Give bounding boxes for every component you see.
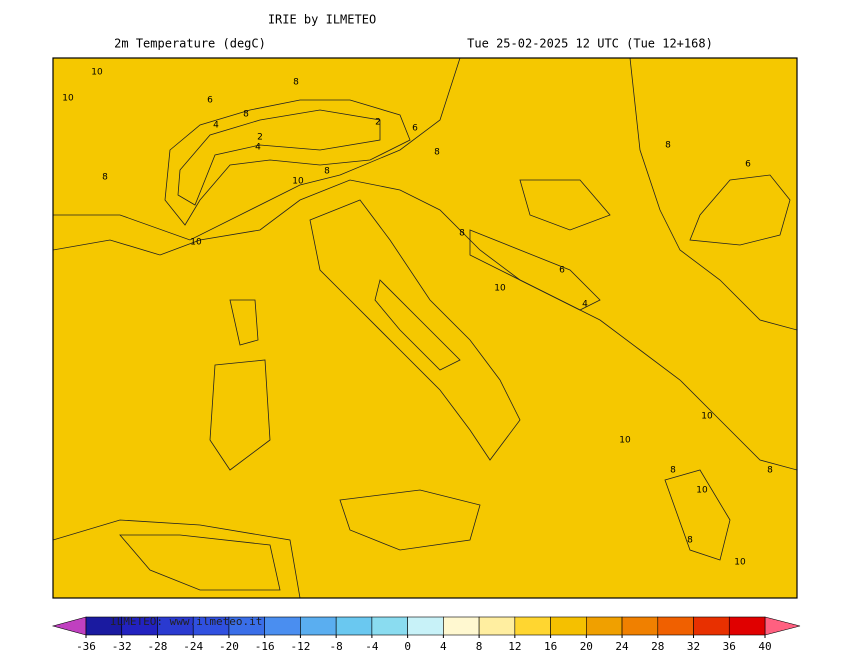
contour-label: 2 — [257, 133, 263, 143]
colorbar-tick-label: 36 — [723, 640, 736, 653]
greece-cool — [664, 469, 731, 561]
contour-label: 10 — [62, 94, 74, 104]
colorbar-tick-label: 4 — [440, 640, 447, 653]
contour-label: 6 — [412, 124, 418, 134]
contour-label: 8 — [434, 148, 440, 158]
colorbar-tick-label: 32 — [687, 640, 700, 653]
contour-label: 10 — [696, 486, 708, 496]
alps-colder — [177, 109, 381, 206]
corsica — [229, 299, 259, 346]
colorbar-segment — [621, 616, 659, 636]
colorbar-segment — [443, 616, 480, 636]
colorbar-tick-label: 24 — [615, 640, 629, 653]
colorbar-over — [764, 616, 801, 636]
contour-label: 10 — [494, 284, 506, 294]
land-north — [53, 58, 797, 471]
colorbar-tick-label: -32 — [112, 640, 132, 653]
contour-label: 10 — [190, 238, 202, 248]
colorbar-tick-label: 8 — [476, 640, 483, 653]
sea — [53, 58, 797, 598]
contour-label: 10 — [91, 68, 103, 78]
colorbar-tick-label: 28 — [651, 640, 664, 653]
colorbar-segment — [514, 616, 551, 636]
contour-label: 8 — [243, 110, 249, 120]
colorbar-segment — [478, 616, 516, 636]
colorbar-tick-label: -20 — [219, 640, 239, 653]
valid-time: Tue 25-02-2025 12 UTC (Tue 12+168) — [467, 37, 713, 51]
pannonia-warm — [519, 179, 611, 231]
colorbar-segment — [407, 616, 444, 636]
sicily — [339, 489, 481, 551]
colorbar-segment — [728, 616, 766, 636]
contour-label: 6 — [559, 266, 565, 276]
alps-cold — [164, 99, 411, 226]
colorbar-segment — [300, 616, 337, 636]
contour-label: 8 — [102, 173, 108, 183]
contour-label: 4 — [255, 143, 261, 153]
colorbar-segment — [550, 616, 587, 636]
colorbar-tick-label: -24 — [183, 640, 203, 653]
colorbar-segment — [657, 616, 694, 636]
contour-label: 10 — [619, 436, 631, 446]
contour-label: 8 — [459, 229, 465, 239]
colorbar-tick-label: -8 — [330, 640, 343, 653]
map-frame — [52, 57, 798, 599]
sardinia — [209, 359, 271, 471]
colorbar-tick-label: -12 — [290, 640, 310, 653]
north-africa — [53, 519, 301, 598]
colorbar-tick-label: -16 — [255, 640, 275, 653]
contour-label: 8 — [767, 466, 773, 476]
contour-label: 8 — [293, 78, 299, 88]
colorbar-tick-label: 0 — [404, 640, 411, 653]
dinaric-cold — [469, 229, 601, 311]
italy — [309, 199, 521, 461]
contour-label: 2 — [375, 118, 381, 128]
colorbar-segment — [335, 616, 373, 636]
contour-label: 4 — [213, 121, 219, 131]
colorbar-tick-label: 20 — [580, 640, 593, 653]
balkan-cool — [629, 58, 797, 331]
contour-label: 8 — [687, 536, 693, 546]
contour-label: 6 — [745, 160, 751, 170]
colorbar-segment — [586, 616, 623, 636]
contour-label: 10 — [734, 558, 746, 568]
colorbar-segment — [371, 616, 408, 636]
africa-warm — [119, 534, 281, 591]
colorbar-tick-label: -36 — [76, 640, 96, 653]
colorbar-under — [51, 616, 87, 636]
contour-label: 10 — [701, 412, 713, 422]
contour-label: 8 — [670, 466, 676, 476]
colorbar-tick-label: -28 — [148, 640, 168, 653]
cool-region — [53, 58, 461, 241]
colorbar: -36 -32 -28 -24 -20 -16 -12 -8 -4 0 4 8 12 16 20 24 28 32… — [51, 616, 801, 653]
contour-label: 4 — [582, 300, 588, 310]
contour-label: 10 — [292, 177, 304, 187]
contour-label: 6 — [207, 96, 213, 106]
watermark: ILMETEO: www.ilmeteo.it — [110, 615, 262, 628]
variable-label: 2m Temperature (degC) — [114, 37, 266, 51]
title: IRIE by ILMETEO — [268, 13, 376, 27]
contour-label: 8 — [665, 141, 671, 151]
colorbar-tick-label: -4 — [365, 640, 379, 653]
colorbar-tick-label: 16 — [544, 640, 557, 653]
contour-label: 8 — [324, 167, 330, 177]
colorbar-segment — [264, 616, 301, 636]
balkan-cold — [689, 174, 791, 246]
colorbar-tick-label: 12 — [508, 640, 521, 653]
colorbar-segment — [693, 616, 730, 636]
colorbar-tick-label: 40 — [758, 640, 771, 653]
apennine-warm — [374, 279, 461, 371]
